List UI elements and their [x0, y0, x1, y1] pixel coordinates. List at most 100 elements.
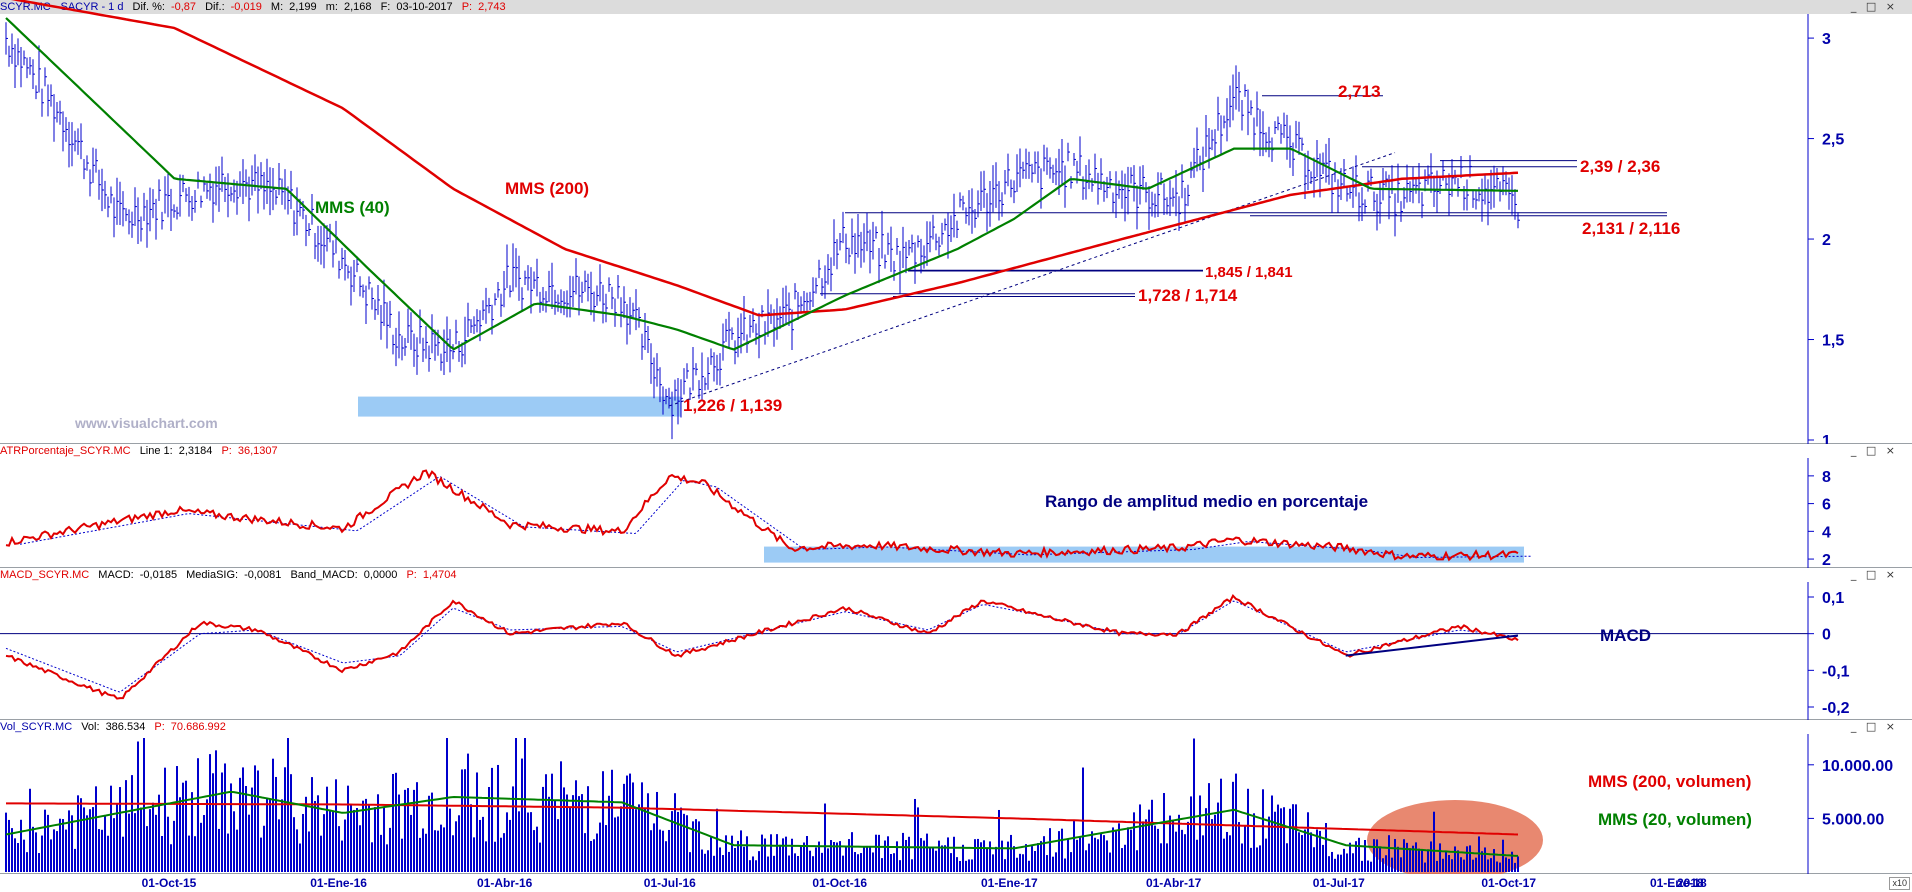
- dif-pct-value: -0,87: [170, 1, 197, 13]
- label-1728-1714: 1,728 / 1,714: [1138, 286, 1238, 305]
- y-tick-label: 8: [1822, 469, 1831, 486]
- dif-pct-label: Dif. %:: [132, 1, 165, 13]
- y-tick-label: 0,1: [1822, 590, 1844, 607]
- macd-plot: 0,1 0 -0,1 -0,2: [0, 582, 1850, 720]
- sig-value: -0,0081: [244, 569, 282, 581]
- macd-p-value: 1,4704: [422, 569, 457, 581]
- scale-corner: x10: [1889, 877, 1910, 890]
- label-2131-2116: 2,131 / 2,116: [1582, 219, 1680, 238]
- dif-value: -0,019: [230, 1, 262, 13]
- volume-plot: 10.000.00 5.000.00: [5, 734, 1893, 874]
- volume-mms20-line: [5, 790, 1519, 857]
- x-tick-label: 01-Ene-17: [981, 876, 1038, 890]
- y-tick-label: 1: [1822, 433, 1831, 444]
- label-atr: Rango de amplitud medio en porcentaje: [1045, 492, 1368, 511]
- volume-mms200-line: [6, 802, 1519, 836]
- label-1226-1139: 1,226 / 1,139: [683, 396, 782, 415]
- y-tick-label: 3: [1822, 31, 1831, 48]
- min-value: 2,168: [343, 1, 372, 13]
- y-tick-label: -0,2: [1822, 700, 1850, 717]
- atr-chart-svg: 8 6 4 2 Rango de amplitud medio en porcenta…: [5, 458, 1831, 568]
- price-panel[interactable]: SCYR.MC - SACYR - 1 d Dif. %: -0,87 Dif.:…: [0, 0, 1912, 444]
- max-value: 2,199: [289, 1, 317, 13]
- atr-p-label: P:: [221, 445, 232, 457]
- vol-p-label: P:: [154, 721, 165, 733]
- atr-p-value: 36,1307: [237, 445, 278, 457]
- y-tick-label: 1,5: [1822, 333, 1844, 350]
- label-vol-mms20: MMS (20, volumen): [1598, 810, 1752, 829]
- trend-line: [669, 152, 1396, 407]
- vol-label: Vol:: [81, 721, 100, 733]
- vol-name: Vol_SCYR.MC: [0, 721, 73, 733]
- macd-p-label: P:: [406, 569, 417, 581]
- macd-line: [5, 593, 1519, 700]
- p-value: 2,743: [478, 1, 506, 13]
- window-controls[interactable]: _ □ ×: [1850, 444, 1898, 457]
- date-label: F:: [380, 1, 391, 13]
- macd-value: -0,0185: [139, 569, 178, 581]
- atr-name: ATRPorcentaje_SCYR.MC: [0, 445, 131, 457]
- label-239-236: 2,39 / 2,36: [1580, 157, 1660, 176]
- band-label: Band_MACD:: [290, 569, 358, 581]
- y-tick-label: 2: [1822, 552, 1831, 568]
- y-tick-label: -0,1: [1822, 663, 1850, 680]
- macd-panel-header: MACD_SCYR.MC MACD: -0,0185 MediaSIG: -0,00…: [0, 568, 1912, 582]
- x-tick-label: 01-Oct-15: [141, 876, 197, 890]
- y-tick-label: 2: [1822, 232, 1831, 249]
- x-tick-label: 01-Jul-17: [1312, 876, 1365, 890]
- x-tick-label: 01-Abr-16: [477, 876, 533, 890]
- dif-label: Dif.:: [205, 1, 225, 13]
- y-tick-label: 10.000.00: [1822, 758, 1893, 775]
- label-mms40: MMS (40): [315, 198, 390, 217]
- label-vol-mms200: MMS (200, volumen): [1588, 772, 1751, 791]
- macd-chart-svg: 0,1 0 -0,1 -0,2 MACD: [0, 582, 1850, 720]
- time-axis: 01-Oct-15 01-Ene-16 01-Abr-16 01-Jul-16 01-O…: [0, 874, 1912, 892]
- band-value: 0,0000: [363, 569, 398, 581]
- mms200-line: [10, 0, 1519, 317]
- macd-panel[interactable]: MACD_SCYR.MC MACD: -0,0185 MediaSIG: -0,00…: [0, 568, 1912, 720]
- volume-chart-svg: 10.000.00 5.000.00 MMS (200, volumen) MMS…: [5, 734, 1893, 874]
- atr-line-value: 2,3184: [178, 445, 213, 457]
- y-tick-label: 4: [1822, 524, 1831, 541]
- vol-value: 386.534: [105, 721, 146, 733]
- volume-panel-header: Vol_SCYR.MC Vol: 386.534 P: 70.686.992 _ □…: [0, 720, 1912, 734]
- atr-line: [5, 469, 1519, 562]
- atr-line-label: Line 1:: [139, 445, 173, 457]
- mms40-line: [5, 17, 1518, 351]
- y-tick-label: 0: [1822, 627, 1831, 644]
- label-2713: 2,713: [1338, 82, 1381, 101]
- macd-divergence-line: [1345, 634, 1519, 657]
- macd-label: MACD:: [98, 569, 134, 581]
- atr-plot: 8 6 4 2: [5, 458, 1831, 568]
- watermark: www.visualchart.com: [74, 415, 218, 431]
- x-tick-label: 01-Jul-16: [643, 876, 696, 890]
- x-tick-label: 01-Oct-16: [812, 876, 868, 890]
- macd-signal-line: [5, 600, 1519, 693]
- date-value: 03-10-2017: [396, 1, 453, 13]
- price-plot: 3 2,5 2 1,5 1: [5, 0, 1844, 444]
- x-tick-label: 2018: [1677, 876, 1704, 890]
- y-tick-label: 6: [1822, 497, 1831, 514]
- macd-name: MACD_SCYR.MC: [0, 569, 90, 581]
- label-macd: MACD: [1600, 626, 1651, 645]
- support-zone: [358, 396, 681, 417]
- y-tick-label: 2,5: [1822, 132, 1844, 149]
- label-mms200: MMS (200): [505, 179, 589, 198]
- volume-panel[interactable]: Vol_SCYR.MC Vol: 386.534 P: 70.686.992 _ □…: [0, 720, 1912, 874]
- window-controls[interactable]: _ □ ×: [1850, 568, 1898, 581]
- window-controls[interactable]: _ □ ×: [1850, 720, 1898, 733]
- x-tick-label: 01-Ene-18: [1649, 876, 1707, 890]
- max-label: M:: [270, 1, 284, 13]
- price-chart-svg: 3 2,5 2 1,5 1 www.visualchart.com MMS (40) M…: [5, 0, 1844, 444]
- p-label: P:: [461, 1, 473, 13]
- x-tick-label: 01-Abr-17: [1145, 876, 1202, 890]
- window-controls[interactable]: _ □ ×: [1850, 0, 1898, 13]
- vol-p-value: 70.686.992: [170, 721, 226, 733]
- y-tick-label: 5.000.00: [1822, 811, 1884, 828]
- atr-panel[interactable]: ATRPorcentaje_SCYR.MC Line 1: 2,3184 P: 36…: [0, 444, 1912, 568]
- atr-panel-header: ATRPorcentaje_SCYR.MC Line 1: 2,3184 P: 36…: [0, 444, 1912, 458]
- x-tick-label: 01-Oct-17: [1481, 876, 1537, 890]
- sig-label: MediaSIG:: [186, 569, 239, 581]
- label-1845-1841: 1,845 / 1,841: [1205, 264, 1293, 281]
